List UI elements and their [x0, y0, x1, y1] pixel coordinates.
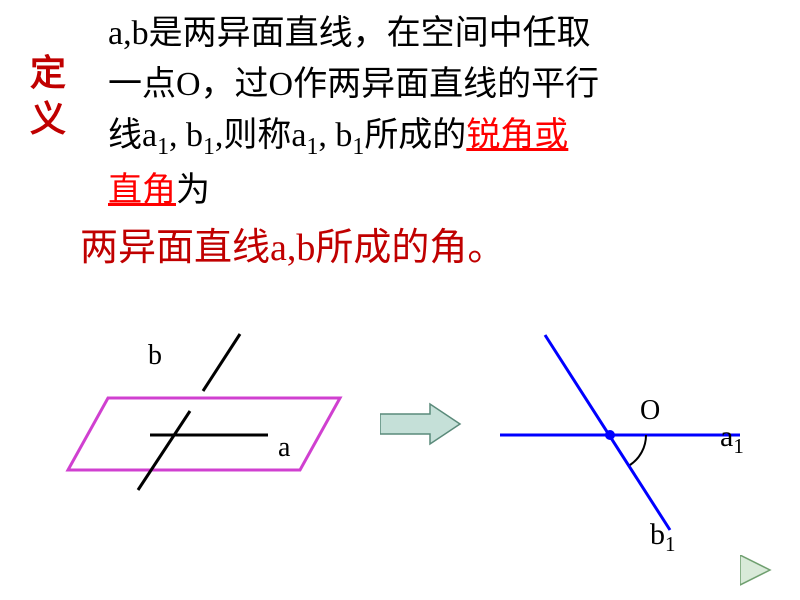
definition-paragraph: a,b是两异面直线，在空间中任取 一点O，过O作两异面直线的平行 线a1, b1… [108, 8, 748, 216]
para-line-4: 直角为 [108, 165, 748, 216]
line-b-lower [138, 411, 190, 490]
label-O: O [640, 395, 660, 427]
angle-arc [630, 435, 646, 465]
para-line-3: 线a1, b1,则称a1, b1所成的锐角或 [108, 110, 748, 165]
t3b: , b [169, 117, 203, 154]
sidebar-char-2: 义 [30, 92, 66, 146]
s2: 1 [203, 134, 215, 160]
t3e: 所成的 [364, 117, 466, 154]
t3d: , b [318, 117, 352, 154]
s3: 1 [307, 134, 319, 160]
t4b: 为 [176, 172, 210, 209]
line-b1 [545, 335, 670, 530]
lb1: b [650, 518, 665, 551]
line-b-upper [203, 334, 240, 391]
la1s: 1 [733, 434, 744, 458]
t4red: 直角 [108, 172, 176, 209]
s4: 1 [352, 134, 364, 160]
implies-arrow [380, 400, 470, 450]
conclusion-text: 两异面直线a,b所成的角。 [80, 220, 505, 277]
la1: a [720, 420, 733, 453]
label-a-left: a [278, 432, 290, 464]
label-b1: b1 [650, 518, 676, 557]
arrow-shape [380, 404, 460, 444]
para-line-1: a,b是两异面直线，在空间中任取 [108, 8, 748, 59]
t3red: 锐角或 [466, 117, 568, 154]
lb1s: 1 [665, 532, 676, 556]
next-button[interactable] [740, 555, 780, 590]
next-icon [740, 555, 770, 585]
t3c: ,则称a [215, 117, 307, 154]
para-line-2: 一点O，过O作两异面直线的平行 [108, 59, 748, 110]
s1: 1 [157, 134, 169, 160]
label-a1: a1 [720, 420, 744, 459]
t3a: 线a [108, 117, 157, 154]
label-b-left: b [148, 340, 162, 372]
origin-dot [605, 430, 615, 440]
plane-parallelogram [68, 398, 340, 470]
